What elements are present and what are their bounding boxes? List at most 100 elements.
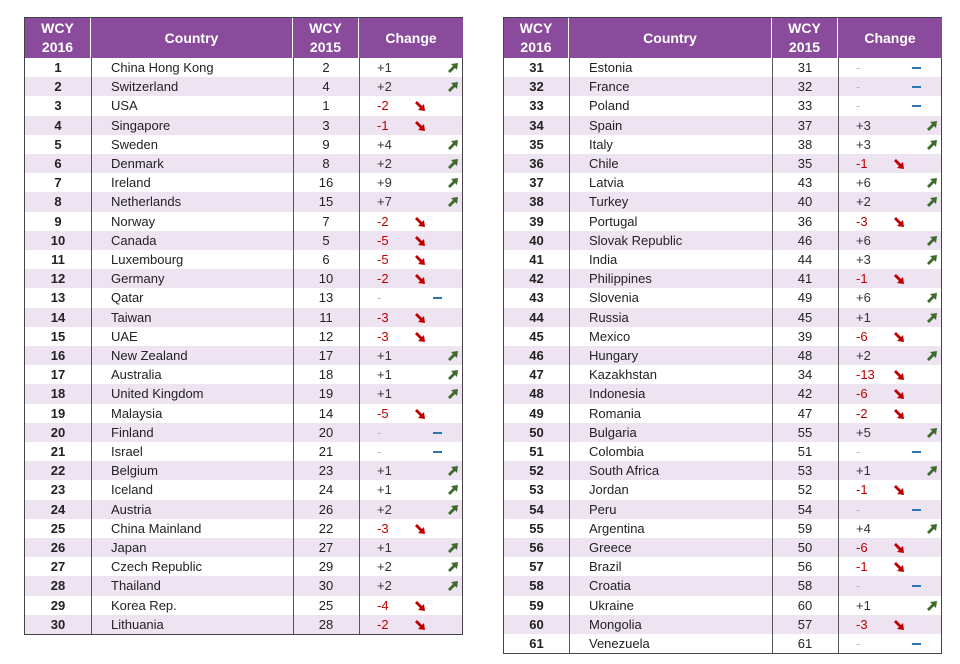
rank-2015: 60 bbox=[797, 597, 813, 613]
column-header: Change bbox=[838, 18, 943, 58]
rank-2015: 6 bbox=[322, 252, 330, 267]
rank-2016: 5 bbox=[54, 136, 62, 152]
rank-2015: 54 bbox=[797, 501, 813, 517]
change: - bbox=[377, 290, 382, 306]
change: -3 bbox=[856, 213, 868, 229]
change: -1 bbox=[377, 117, 389, 133]
rank-2015: 38 bbox=[797, 136, 813, 152]
column-divider bbox=[293, 58, 294, 634]
rank-2016: 34 bbox=[529, 117, 544, 133]
change: +2 bbox=[377, 559, 392, 575]
rank-2015: 52 bbox=[797, 482, 813, 498]
change: -1 bbox=[856, 482, 868, 498]
rank-2016: 49 bbox=[529, 405, 544, 421]
change: +1 bbox=[377, 386, 392, 402]
row bbox=[25, 230, 462, 250]
change: - bbox=[856, 60, 861, 75]
country: Germany bbox=[111, 271, 165, 287]
change: -2 bbox=[377, 213, 389, 229]
arrow-up bbox=[448, 370, 458, 381]
rank-2016: 21 bbox=[50, 444, 66, 459]
column-header: WCY 2016 bbox=[25, 18, 91, 58]
arrow-up bbox=[927, 139, 937, 150]
row bbox=[504, 614, 941, 634]
change: +9 bbox=[377, 175, 392, 191]
rank-2015: 35 bbox=[797, 156, 813, 171]
country: Iceland bbox=[111, 482, 153, 498]
country: Russia bbox=[589, 309, 629, 325]
row bbox=[25, 461, 462, 481]
arrow-down bbox=[894, 370, 904, 381]
country: Qatar bbox=[111, 290, 144, 306]
country: Philippines bbox=[589, 271, 652, 287]
rank-2016: 29 bbox=[50, 597, 66, 613]
country: Croatia bbox=[589, 578, 631, 594]
change: - bbox=[377, 424, 382, 440]
country: Mongolia bbox=[589, 616, 642, 632]
arrow-down bbox=[415, 600, 425, 611]
rank-2015: 14 bbox=[318, 405, 334, 421]
rank-2015: 9 bbox=[322, 136, 330, 152]
rank-2015: 24 bbox=[318, 482, 334, 498]
rank-2015: 59 bbox=[797, 520, 813, 536]
rank-2015: 61 bbox=[797, 636, 813, 651]
country: Canada bbox=[111, 232, 157, 248]
country: Chile bbox=[589, 156, 619, 171]
arrow-up bbox=[448, 351, 458, 361]
country: Slovenia bbox=[589, 290, 639, 306]
row bbox=[504, 576, 941, 596]
row bbox=[25, 154, 462, 174]
arrow-up bbox=[927, 351, 937, 361]
dash bbox=[912, 585, 921, 588]
arrow-up bbox=[927, 120, 937, 131]
country: Thailand bbox=[111, 578, 161, 594]
country: Austria bbox=[111, 501, 152, 517]
change: +3 bbox=[856, 252, 871, 267]
rank-2015: 31 bbox=[797, 60, 813, 75]
row bbox=[25, 595, 462, 615]
rank-2015: 11 bbox=[319, 309, 333, 325]
rank-2015: 5 bbox=[322, 232, 330, 248]
rank-2016: 40 bbox=[529, 232, 544, 248]
rank-2016: 59 bbox=[529, 597, 544, 613]
arrow-down bbox=[894, 274, 904, 285]
arrow-up bbox=[448, 178, 458, 189]
arrow-down bbox=[415, 235, 425, 246]
row bbox=[504, 422, 941, 442]
arrow-up bbox=[448, 159, 458, 169]
change: -6 bbox=[856, 328, 868, 344]
rank-2015: 13 bbox=[318, 290, 334, 306]
rank-2016: 8 bbox=[54, 194, 62, 210]
country: USA bbox=[111, 98, 138, 114]
arrow-down bbox=[894, 159, 904, 169]
row bbox=[25, 288, 462, 308]
row bbox=[25, 480, 462, 500]
row bbox=[25, 326, 462, 346]
row bbox=[25, 538, 462, 558]
rank-2015: 44 bbox=[797, 252, 813, 267]
rank-2016: 60 bbox=[529, 616, 544, 632]
rank-2016: 31 bbox=[529, 60, 544, 75]
change: +2 bbox=[856, 194, 871, 210]
country: Italy bbox=[589, 136, 613, 152]
rank-2016: 23 bbox=[50, 482, 66, 498]
rank-2016: 61 bbox=[529, 636, 544, 651]
column-divider bbox=[569, 58, 570, 654]
change: -6 bbox=[856, 386, 868, 402]
row bbox=[504, 518, 941, 538]
rank-2016: 17 bbox=[50, 367, 66, 383]
country: Lithuania bbox=[111, 616, 164, 632]
rank-2015: 41 bbox=[797, 271, 813, 287]
country: Slovak Republic bbox=[589, 232, 683, 248]
dash bbox=[912, 86, 921, 89]
change: -3 bbox=[377, 328, 389, 344]
arrow-down bbox=[894, 389, 904, 400]
change: +5 bbox=[856, 424, 871, 440]
country: Ukraine bbox=[589, 597, 634, 613]
rank-2016: 19 bbox=[50, 405, 66, 421]
country: Sweden bbox=[111, 136, 158, 152]
rank-2016: 3 bbox=[54, 98, 62, 114]
arrow-up bbox=[927, 235, 937, 246]
row bbox=[25, 403, 462, 423]
change: - bbox=[856, 636, 861, 651]
